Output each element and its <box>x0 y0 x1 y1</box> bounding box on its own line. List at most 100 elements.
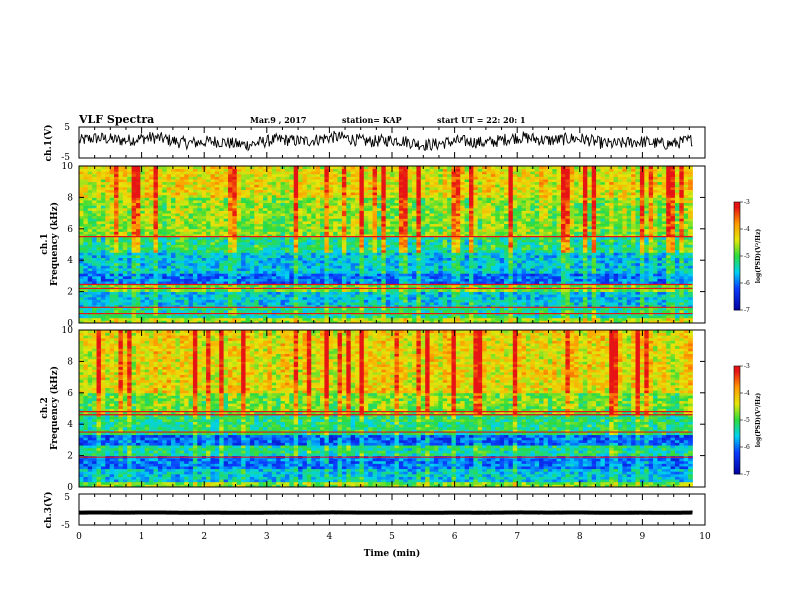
spectrogram-cell <box>144 273 150 277</box>
spectrogram-cell <box>394 309 400 313</box>
spectrogram-cell <box>311 234 317 238</box>
spectrogram-cell <box>372 315 378 319</box>
spectrogram-cell <box>525 268 531 272</box>
spectrogram-cell <box>96 234 102 238</box>
spectrogram-cell <box>648 309 654 313</box>
spectrogram-cell <box>644 315 650 319</box>
spectrogram-cell <box>504 281 509 285</box>
spectrogram-cell <box>302 278 308 282</box>
spectrogram-cell <box>433 249 439 253</box>
spectrogram-cell <box>578 241 584 245</box>
spectrogram-cell <box>622 254 628 258</box>
spectrogram-cell <box>626 268 632 272</box>
spectrogram-cell <box>184 228 189 232</box>
spectrogram-cell <box>214 288 220 292</box>
spectrogram-cell <box>280 265 286 269</box>
spectrogram-cell <box>438 257 444 261</box>
spectrogram-cell <box>512 299 518 303</box>
spectrogram-cell <box>394 270 400 274</box>
spectrogram-cell <box>227 244 233 248</box>
spectrogram-cell <box>227 281 233 285</box>
spectrogram-cell <box>565 244 571 248</box>
spectrogram-cell <box>109 281 115 285</box>
spectrogram-cell <box>206 270 211 274</box>
spectrogram-cell <box>385 281 391 285</box>
spectrogram-cell <box>552 262 558 266</box>
spectrogram-cell <box>333 299 338 303</box>
spectrogram-cell <box>688 317 693 321</box>
spectrogram-cell <box>166 317 172 321</box>
spectrogram-cell <box>517 299 522 303</box>
spectrogram-cell <box>438 247 444 251</box>
spectrogram-cell <box>131 228 137 232</box>
spectrogram-cell <box>653 320 658 324</box>
spectrogram-cell <box>131 294 137 298</box>
spectrogram-cell <box>79 273 84 277</box>
spectrogram-cell <box>153 278 159 282</box>
spectrogram-cell <box>355 236 360 240</box>
spectrogram-cell <box>661 294 667 298</box>
spectrogram-cell <box>188 236 194 240</box>
spectrogram-cell <box>184 302 189 306</box>
spectrogram-cell <box>249 304 255 308</box>
spectrogram-cell <box>359 228 365 232</box>
spectrogram-cell <box>171 283 176 287</box>
spectrogram-cell <box>131 239 137 243</box>
spectrogram-cell <box>350 309 356 313</box>
spectrogram-cell <box>635 262 641 266</box>
spectrogram-cell <box>600 304 606 308</box>
spectrogram-cell <box>552 278 558 282</box>
spectrogram-cell <box>376 307 382 311</box>
spectrogram-cell <box>201 309 207 313</box>
spectrogram-cell <box>617 257 623 261</box>
spectrogram-cell <box>333 307 338 311</box>
spectrogram-cell <box>149 239 154 243</box>
spectrogram-cell <box>214 275 220 279</box>
spectrogram-cell <box>232 257 238 261</box>
spectrogram-cell <box>631 304 636 308</box>
spectrogram-cell <box>565 257 571 261</box>
spectrogram-cell <box>320 299 325 303</box>
spectrogram-cell <box>495 275 501 279</box>
spectrogram-cell <box>582 270 588 274</box>
spectrogram-cell <box>495 296 501 300</box>
spectrogram-cell <box>591 315 597 319</box>
spectrogram-cell <box>679 265 685 269</box>
spectrogram-cell <box>346 262 352 266</box>
spectrogram-cell <box>175 304 181 308</box>
spectrogram-cell <box>635 260 641 264</box>
spectrogram-cell <box>236 294 242 298</box>
spectrogram-cell <box>122 307 128 311</box>
spectrogram-cell <box>298 315 303 319</box>
spectrogram-cell <box>394 275 400 279</box>
spectrogram-cell <box>495 281 501 285</box>
spectrogram-cell <box>447 265 452 269</box>
spectrogram-cell <box>482 275 487 279</box>
spectrogram-cell <box>127 262 132 266</box>
spectrogram-cell <box>197 265 203 269</box>
spectrogram-cell <box>609 254 614 258</box>
spectrogram-cell <box>280 275 286 279</box>
spectrogram-cell <box>223 307 229 311</box>
spectrogram-cell <box>271 317 277 321</box>
spectrogram-cell <box>359 239 365 243</box>
spectrogram-cell <box>403 288 409 292</box>
spectrogram-cell <box>582 307 588 311</box>
spectrogram-cell <box>219 254 224 258</box>
spectrogram-cell <box>613 234 619 238</box>
spectrogram-cell <box>482 299 487 303</box>
spectrogram-cell <box>591 236 597 240</box>
spectrogram-cell <box>600 234 606 238</box>
spectrogram-cell <box>341 317 347 321</box>
spectrogram-cell <box>188 262 194 266</box>
spectrogram-cell <box>482 288 487 292</box>
spectrogram-cell <box>547 257 553 261</box>
spectrogram-cell <box>688 262 693 266</box>
spectrogram-cell <box>613 294 619 298</box>
spectrogram-cell <box>543 236 549 240</box>
spectrogram-cell <box>131 307 137 311</box>
spectrogram-cell <box>96 231 102 235</box>
spectrogram-cell <box>214 315 220 319</box>
spectrogram-cell <box>561 299 566 303</box>
spectrogram-cell <box>346 241 352 245</box>
